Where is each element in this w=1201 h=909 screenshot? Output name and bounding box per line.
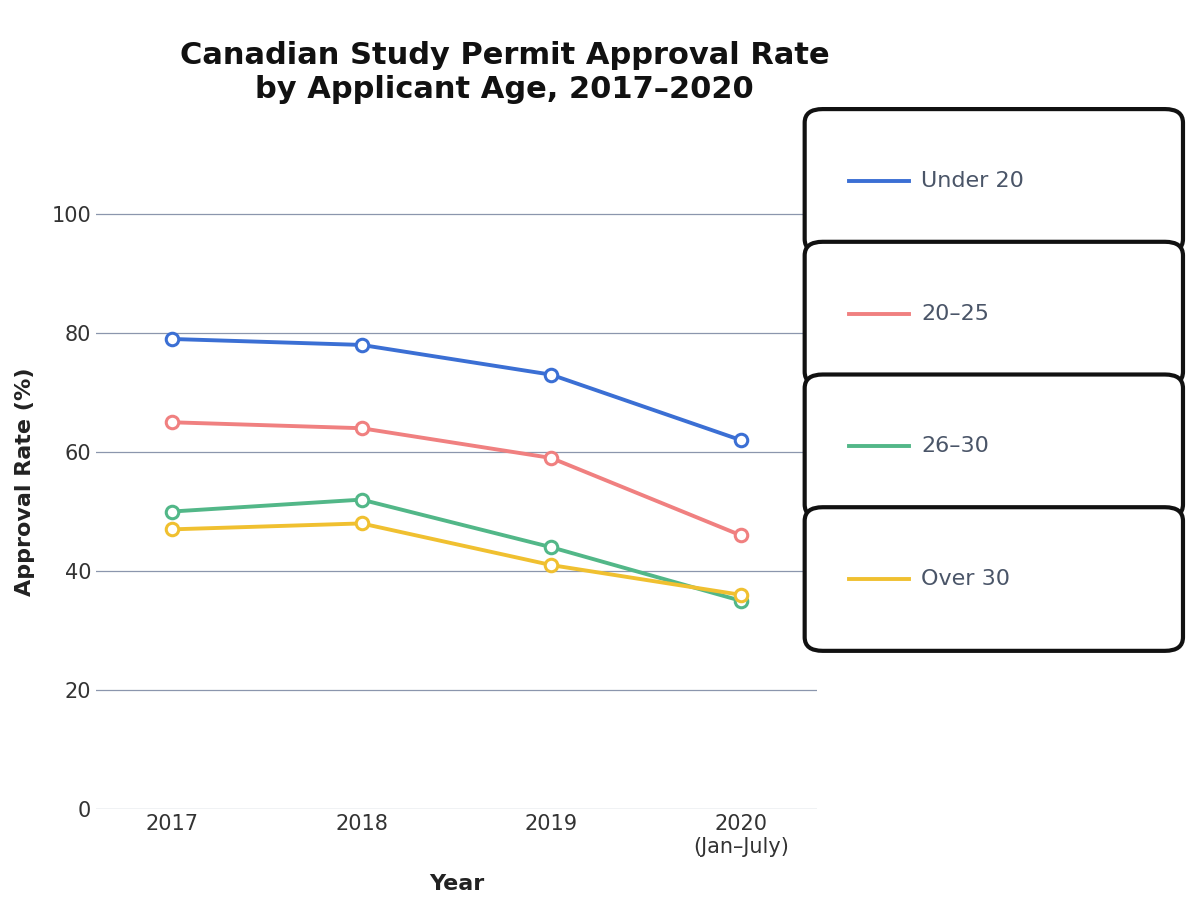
26–30 bbox=[354, 494, 369, 505]
Line: Over 30: Over 30 bbox=[166, 517, 747, 601]
Line: 20–25: 20–25 bbox=[166, 416, 747, 542]
26–30 bbox=[165, 506, 179, 517]
Over 30 bbox=[354, 518, 369, 529]
Text: 20–25: 20–25 bbox=[921, 304, 990, 324]
X-axis label: Year: Year bbox=[429, 874, 484, 894]
26–30 bbox=[734, 595, 748, 606]
Under 20 bbox=[165, 334, 179, 345]
20–25 bbox=[734, 530, 748, 541]
20–25 bbox=[165, 417, 179, 428]
Over 30 bbox=[544, 560, 558, 571]
Under 20 bbox=[354, 339, 369, 350]
Under 20 bbox=[734, 435, 748, 445]
Over 30 bbox=[165, 524, 179, 534]
Over 30 bbox=[734, 589, 748, 600]
Text: Over 30: Over 30 bbox=[921, 569, 1010, 589]
26–30 bbox=[544, 542, 558, 553]
Line: Under 20: Under 20 bbox=[166, 333, 747, 446]
20–25 bbox=[354, 423, 369, 434]
20–25 bbox=[544, 453, 558, 464]
Text: Under 20: Under 20 bbox=[921, 171, 1024, 191]
Y-axis label: Approval Rate (%): Approval Rate (%) bbox=[14, 367, 35, 596]
Text: Canadian Study Permit Approval Rate
by Applicant Age, 2017–2020: Canadian Study Permit Approval Rate by A… bbox=[180, 41, 829, 104]
Text: 26–30: 26–30 bbox=[921, 436, 990, 456]
Under 20 bbox=[544, 369, 558, 380]
Line: 26–30: 26–30 bbox=[166, 494, 747, 607]
